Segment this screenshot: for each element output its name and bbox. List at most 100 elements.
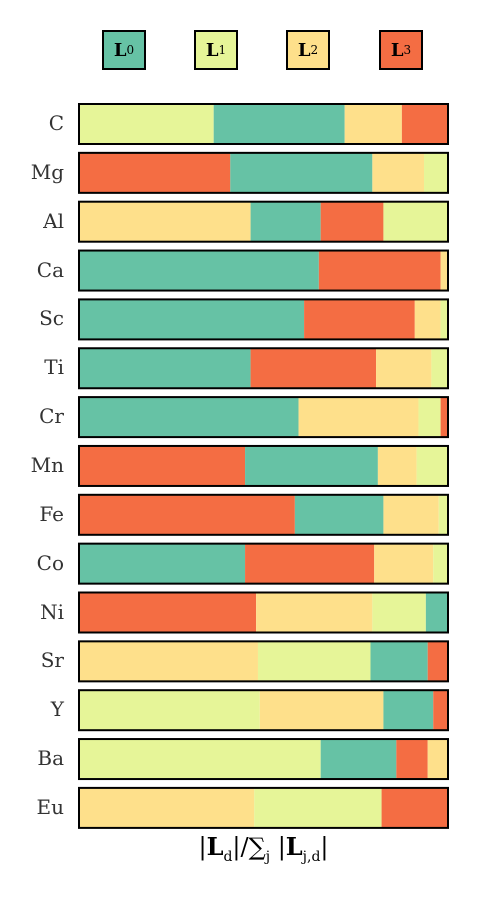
bar-segment-mn-l3 xyxy=(79,445,246,486)
y-tick-label: Fe xyxy=(39,501,64,526)
y-tick-label: Ba xyxy=(37,746,64,771)
bar-segment-cr-l1 xyxy=(418,397,441,438)
bar-segment-ca-l3 xyxy=(318,250,441,291)
bar-segment-c-l3 xyxy=(401,104,449,144)
bar-segment-sc-l3 xyxy=(304,299,415,340)
bar-segment-al-l2 xyxy=(79,201,251,242)
bar-segment-eu-l2 xyxy=(79,787,255,828)
y-tick-label: Co xyxy=(36,550,64,575)
bar-segment-sc-l0 xyxy=(79,299,305,340)
bar-frame xyxy=(78,738,449,781)
legend-label: L xyxy=(113,39,127,61)
bar-segment-ca-l0 xyxy=(79,250,319,291)
bar-segment-al-l1 xyxy=(383,201,449,242)
bar-segment-y-l1 xyxy=(79,690,260,731)
bar-segment-co-l1 xyxy=(433,543,448,584)
y-tick-label: Ti xyxy=(44,355,64,380)
legend-subscript: 3 xyxy=(403,43,412,57)
bar-frame xyxy=(78,103,449,145)
bar-segment-ca-l2 xyxy=(440,250,448,291)
bar-segment-eu-l3 xyxy=(381,787,448,828)
legend-label: L xyxy=(297,39,311,61)
bar-segment-co-l0 xyxy=(79,543,246,584)
legend-label: L xyxy=(390,39,404,61)
bar-segment-sr-l3 xyxy=(427,641,449,682)
bar-segment-ni-l1 xyxy=(372,592,426,633)
bar-segment-y-l2 xyxy=(259,690,384,731)
bar-segment-cr-l0 xyxy=(79,397,299,438)
bar-segment-sr-l0 xyxy=(370,641,428,682)
bar-frame xyxy=(78,640,449,683)
bar-frame xyxy=(78,689,449,732)
bar-segment-ni-l3 xyxy=(79,592,257,633)
y-tick-label: Cr xyxy=(39,404,64,429)
bar-segment-al-l0 xyxy=(250,201,321,242)
bar-segment-mn-l1 xyxy=(416,445,448,486)
bar-segment-mg-l0 xyxy=(230,152,373,193)
bar-frame xyxy=(78,591,449,634)
bar-segment-eu-l1 xyxy=(254,787,382,828)
bar-frame xyxy=(78,249,449,292)
x-axis-label: |Ld|/∑j |Lj,d| xyxy=(198,832,329,865)
y-tick-label: C xyxy=(48,111,64,135)
legend-label: L xyxy=(205,39,219,61)
bar-segment-mn-l0 xyxy=(245,445,378,486)
bar-segment-mg-l3 xyxy=(79,152,231,193)
y-tick-label: Al xyxy=(43,208,64,233)
bar-segment-fe-l1 xyxy=(438,494,448,535)
bar-frame xyxy=(78,542,449,585)
bar-frame xyxy=(78,298,449,341)
y-tick-label: Y xyxy=(50,697,64,722)
legend-subscript: 2 xyxy=(310,43,319,57)
y-tick-label: Sc xyxy=(39,306,64,331)
bar-frame xyxy=(78,347,449,390)
bar-segment-sc-l1 xyxy=(440,299,448,340)
bar-segment-cr-l3 xyxy=(440,397,448,438)
bar-segment-ti-l3 xyxy=(250,348,377,389)
bar-segment-mn-l2 xyxy=(377,445,417,486)
bar-segment-co-l3 xyxy=(245,543,375,584)
y-tick-label: Mg xyxy=(30,159,64,184)
bar-segment-mg-l1 xyxy=(424,152,448,193)
bar-segment-ba-l2 xyxy=(427,739,449,780)
y-tick-label: Mn xyxy=(30,452,64,477)
y-tick-label: Sr xyxy=(40,648,64,673)
legend-subscript: 1 xyxy=(218,43,227,57)
bar-frame xyxy=(78,786,449,829)
bar-segment-y-l3 xyxy=(433,690,448,731)
bar-segment-al-l3 xyxy=(320,201,384,242)
bar-segment-fe-l0 xyxy=(294,494,384,535)
bar-segment-co-l2 xyxy=(374,543,434,584)
bar-segment-ti-l2 xyxy=(376,348,432,389)
bar-segment-fe-l2 xyxy=(383,494,439,535)
bar-segment-c-l2 xyxy=(344,104,402,144)
bar-segment-cr-l2 xyxy=(298,397,419,438)
bar-segment-ni-l2 xyxy=(256,592,373,633)
bar-frame xyxy=(78,151,449,194)
bar-segment-ti-l0 xyxy=(79,348,251,389)
bar-segment-sr-l2 xyxy=(79,641,258,682)
bar-segment-ti-l1 xyxy=(431,348,449,389)
y-tick-label: Eu xyxy=(36,794,64,819)
bar-frame xyxy=(78,200,449,243)
bar-segment-ba-l0 xyxy=(320,739,397,780)
bar-segment-ba-l3 xyxy=(396,739,428,780)
bar-segment-c-l0 xyxy=(213,104,345,144)
bar-frame xyxy=(78,396,449,439)
bar-segment-fe-l3 xyxy=(79,494,295,535)
bar-segment-ni-l0 xyxy=(425,592,448,633)
bar-segment-sr-l1 xyxy=(257,641,371,682)
bar-frame xyxy=(78,444,449,487)
y-tick-label: Ca xyxy=(36,257,64,282)
bar-segment-ba-l1 xyxy=(79,739,321,780)
bar-segment-mg-l2 xyxy=(372,152,425,193)
y-tick-label: Ni xyxy=(40,599,64,624)
bar-frame xyxy=(78,493,449,536)
bar-segment-sc-l2 xyxy=(414,299,441,340)
legend-subscript: 0 xyxy=(126,43,135,57)
